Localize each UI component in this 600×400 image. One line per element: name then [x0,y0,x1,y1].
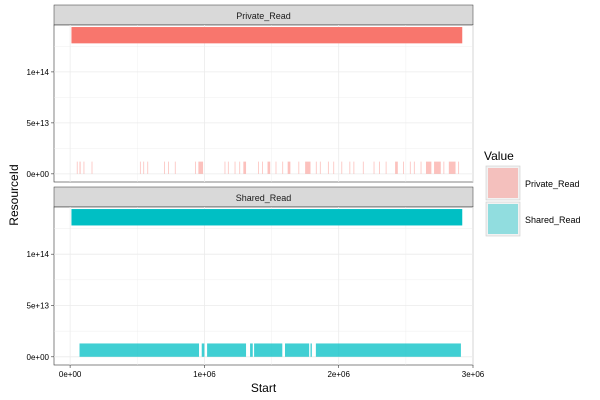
marks-private-read [71,27,463,174]
mark-low-segment-private-read [298,161,300,174]
mark-low-segment-private-read [234,161,236,174]
mark-low-segment-shared-read [310,343,312,357]
panel-private-read: Private_Read [53,4,474,183]
mark-high-band-shared-read [71,209,463,226]
mark-low-segment-private-read [413,161,415,174]
mark-low-segment-private-read [227,161,229,174]
x-axis: 0e+00 1e+06 2e+06 3e+06 [59,365,485,379]
mark-low-segment-private-read [147,161,149,174]
legend-title: Value [484,149,514,163]
plot-area-shared-read [53,206,474,366]
y-tick-label: 5e+13 [27,301,50,310]
mark-low-segment-shared-read [250,343,253,357]
x-tick-label: 2e+06 [327,370,350,379]
mark-low-segment-private-read [76,161,78,174]
y-tick-label: 1e+14 [27,250,50,259]
mark-low-segment-private-read [239,161,241,174]
mark-low-segment-private-read [305,161,311,174]
legend-label-private-read: Private_Read [525,179,580,189]
mark-low-segment-private-read [327,161,329,174]
x-tick-label: 0e+00 [59,370,82,379]
mark-low-segment-private-read [395,161,398,174]
strip-label-shared-read: Shared_Read [236,193,292,203]
plot-area-private-read [53,24,474,183]
legend-key-shared-read-box [485,201,521,237]
legend: Value Private_Read Shared_Read [484,149,581,237]
mark-low-segment-private-read [349,161,351,174]
mark-low-segment-shared-read [79,343,200,357]
mark-low-segment-shared-read [284,343,310,357]
mark-low-segment-private-read [319,161,321,174]
y-tick-label: 1e+14 [27,68,50,77]
grid-private-read [54,25,474,182]
strip-label-private-read: Private_Read [236,11,291,21]
mark-low-segment-private-read [243,161,247,174]
mark-low-segment-private-read [333,161,335,174]
mark-low-segment-private-read [362,161,364,174]
mark-low-segment-private-read [195,161,196,174]
mark-low-segment-private-read [353,161,355,174]
mark-low-segment-private-read [315,161,317,174]
mark-low-segment-private-read [287,161,291,174]
mark-high-band-private-read [71,27,463,44]
mark-low-segment-private-read [458,161,460,174]
mark-low-segment-private-read [434,161,441,174]
mark-low-segment-private-read [79,161,81,174]
y-tick-label: 0e+00 [27,170,50,179]
mark-low-segment-shared-read [201,343,205,357]
mark-low-segment-private-read [448,161,456,174]
mark-low-segment-private-read [224,161,226,174]
mark-low-segment-shared-read [207,343,247,357]
mark-low-segment-private-read [443,161,445,174]
mark-low-segment-private-read [174,161,176,174]
x-tick-label: 3e+06 [462,370,485,379]
mark-low-segment-private-read [420,161,422,174]
grid-shared-read [54,207,474,365]
mark-low-segment-private-read [198,161,204,174]
mark-low-segment-shared-read [254,343,283,357]
y-tick-label: 5e+13 [27,119,50,128]
legend-key-private-read [488,168,518,198]
mark-low-segment-private-read [373,161,375,174]
mark-low-segment-private-read [168,161,169,174]
panel-shared-read: Shared_Read [53,186,474,366]
mark-low-segment-private-read [91,161,93,174]
legend-key-private-read-box [485,165,521,201]
mark-low-segment-private-read [341,161,343,174]
mark-low-segment-private-read [262,161,263,174]
x-axis-title: Start [251,381,277,395]
y-axis-title: ResourceId [7,164,21,225]
mark-low-segment-private-read [83,161,85,174]
mark-low-segment-private-read [282,161,284,174]
mark-low-segment-private-read [403,161,404,174]
mark-low-segment-private-read [385,161,387,174]
y-axis-private-read: 0e+00 5e+13 1e+14 [27,68,54,179]
mark-low-segment-private-read [275,161,277,174]
legend-label-shared-read: Shared_Read [525,215,581,225]
y-tick-label: 0e+00 [27,353,50,362]
mark-low-segment-private-read [409,161,411,174]
mark-low-segment-private-read [258,161,259,174]
legend-key-shared-read [488,204,518,234]
marks-shared-read [71,209,463,357]
mark-low-segment-private-read [378,161,380,174]
mark-low-segment-private-read [139,161,141,174]
mark-low-segment-private-read [164,161,165,174]
y-axis-shared-read: 0e+00 5e+13 1e+14 [27,250,54,362]
mark-low-segment-private-read [143,161,145,174]
x-tick-label: 1e+06 [193,370,216,379]
mark-low-segment-private-read [425,161,432,174]
mark-low-segment-shared-read [315,343,461,357]
mark-low-segment-private-read [267,161,271,174]
